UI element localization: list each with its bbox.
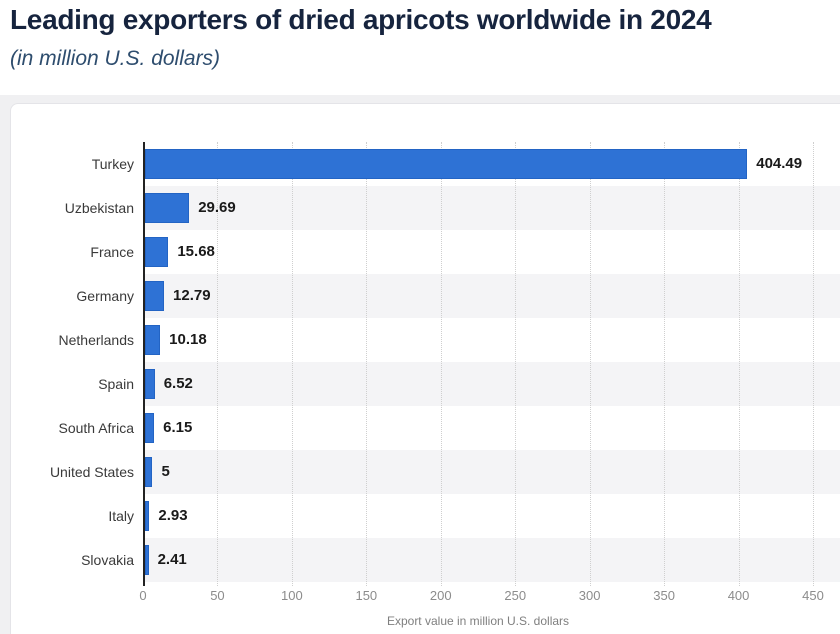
page-subtitle: (in million U.S. dollars) (10, 47, 221, 71)
bar-row: Spain 6.52 (11, 362, 840, 406)
value-label: 5 (161, 463, 170, 480)
category-label-uzbekistan: Uzbekistan (64, 200, 134, 216)
page-title: Leading exporters of dried apricots worl… (10, 4, 712, 35)
bar-row: France 15.68 (11, 230, 840, 274)
bar-row: Slovakia 2.41 (11, 538, 840, 582)
value-label: 2.41 (157, 551, 187, 568)
bar-row: Uzbekistan 29.69 (11, 186, 840, 230)
value-label: 6.52 (163, 375, 193, 392)
value-label: 12.79 (173, 287, 211, 304)
bar-germany[interactable] (145, 281, 165, 311)
chart-section-background: 0 50 100 150 200 250 300 350 400 450 Turkey 404.4… (0, 95, 840, 634)
value-label: 6.15 (163, 419, 193, 436)
y-axis-line (143, 142, 145, 586)
row-stripe (144, 274, 840, 318)
value-label: 10.18 (169, 331, 207, 348)
chart-card: 0 50 100 150 200 250 300 350 400 450 Turkey 404.4… (10, 103, 840, 634)
gridline (366, 142, 368, 586)
bar-netherlands[interactable] (145, 325, 161, 355)
value-label: 404.49 (756, 155, 803, 172)
bar-united-states[interactable] (145, 457, 153, 487)
bar-row: United States 5 (11, 450, 840, 494)
row-stripe (144, 538, 840, 582)
bar-turkey[interactable] (145, 149, 748, 179)
category-label-france: France (90, 244, 134, 260)
chart-header: Leading exporters of dried apricots worl… (0, 0, 840, 95)
gridline (440, 142, 442, 586)
gridline (217, 142, 219, 586)
row-stripe (144, 450, 840, 494)
x-tick-label: 150 (355, 588, 378, 603)
x-tick-label: 50 (210, 588, 225, 603)
category-label-spain: Spain (98, 376, 134, 392)
bar-row: Turkey 404.49 (11, 142, 840, 186)
x-tick-label: 0 (139, 588, 147, 603)
gridline (738, 142, 740, 586)
row-stripe (144, 362, 840, 406)
gridline (291, 142, 293, 586)
category-label-turkey: Turkey (91, 156, 134, 172)
bar-south-africa[interactable] (145, 413, 155, 443)
category-label-italy: Italy (108, 508, 134, 524)
bar-row: South Africa 6.15 (11, 406, 840, 450)
bar-italy[interactable] (145, 501, 150, 531)
value-label: 2.93 (158, 507, 188, 524)
row-stripe (144, 186, 840, 230)
x-tick-label: 300 (578, 588, 601, 603)
bar-spain[interactable] (145, 369, 155, 399)
x-tick-label: 400 (727, 588, 750, 603)
value-label: 29.69 (198, 199, 236, 216)
plot-area: 0 50 100 150 200 250 300 350 400 450 Turkey 404.4… (11, 104, 840, 634)
category-label-netherlands: Netherlands (58, 332, 135, 348)
category-label-germany: Germany (76, 288, 134, 304)
bar-row: Germany 12.79 (11, 274, 840, 318)
x-tick-label: 100 (281, 588, 303, 603)
x-tick-label: 200 (429, 588, 452, 603)
gridline (515, 142, 517, 586)
bar-slovakia[interactable] (145, 545, 149, 575)
value-label: 15.68 (177, 243, 215, 260)
x-tick-label: 450 (802, 588, 824, 603)
gridline (813, 142, 814, 586)
bar-uzbekistan[interactable] (145, 193, 190, 223)
x-tick-label: 250 (504, 588, 527, 603)
x-tick-label: 350 (653, 588, 675, 603)
bar-france[interactable] (145, 237, 169, 267)
x-axis-title: Export value in million U.S. dollars (386, 614, 570, 628)
category-label-slovakia: Slovakia (81, 552, 134, 568)
category-label-south-africa: South Africa (58, 420, 135, 436)
gridline (664, 142, 666, 586)
gridline (589, 142, 591, 586)
category-label-united-states: United States (49, 464, 134, 480)
bar-row: Netherlands 10.18 (11, 318, 840, 362)
bar-row: Italy 2.93 (11, 494, 840, 538)
